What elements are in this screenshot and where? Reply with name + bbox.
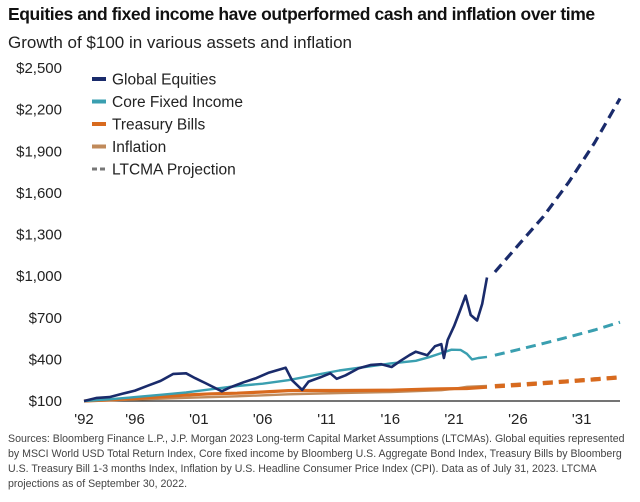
chart-title: Equities and fixed income have outperfor… (8, 4, 595, 24)
x-tick-label: '16 (381, 411, 401, 428)
x-tick-label: '92 (74, 411, 94, 428)
legend-label-core-fixed-income: Core Fixed Income (112, 94, 243, 111)
y-tick-label: $1,300 (16, 227, 62, 244)
projection-line-global-equities (493, 97, 622, 274)
x-tick-label: '01 (189, 411, 209, 428)
y-tick-label: $400 (29, 351, 62, 368)
series-line-treasury-bills (83, 385, 488, 403)
legend-label-ltcma-projection: LTCMA Projection (112, 162, 236, 179)
x-tick-label: '06 (253, 411, 273, 428)
x-tick-label: '31 (572, 411, 592, 428)
legend-label-inflation: Inflation (112, 139, 166, 156)
projection-line-core-fixed-income (494, 320, 621, 357)
chart-subtitle: Growth of $100 in various assets and inf… (8, 33, 352, 52)
series-lines (83, 97, 622, 403)
y-tick-label: $2,500 (16, 60, 62, 77)
projection-line-treasury-bills (494, 375, 621, 389)
series-line-core-fixed-income (83, 348, 488, 403)
y-tick-label: $2,200 (16, 102, 62, 119)
legend-label-global-equities: Global Equities (112, 72, 217, 89)
y-tick-label: $1,000 (16, 268, 62, 285)
y-tick-label: $1,600 (16, 185, 62, 202)
y-tick-label: $700 (29, 310, 62, 327)
y-tick-label: $1,900 (16, 143, 62, 160)
legend-label-treasury-bills: Treasury Bills (112, 117, 206, 134)
legend: Global Equities Core Fixed Income Treasury… (92, 72, 243, 179)
x-axis: '92 '96 '01 '06 '11 '16 '21 '26 '31 (74, 400, 620, 428)
x-tick-label: '26 (508, 411, 528, 428)
y-tick-label: $100 (29, 393, 62, 410)
x-tick-label: '96 (125, 411, 145, 428)
x-tick-label: '11 (317, 411, 335, 428)
x-tick-label: '21 (444, 411, 464, 428)
y-axis: $100 $400 $700 $1,000 $1,300 $1,600 $1,900 $2,2… (16, 60, 62, 410)
source-footnote: Sources: Bloomberg Finance L.P., J.P. Mo… (8, 433, 625, 490)
series-line-global-equities (83, 277, 489, 403)
growth-chart: $100 $400 $700 $1,000 $1,300 $1,600 $1,900 $2,2… (16, 60, 622, 428)
